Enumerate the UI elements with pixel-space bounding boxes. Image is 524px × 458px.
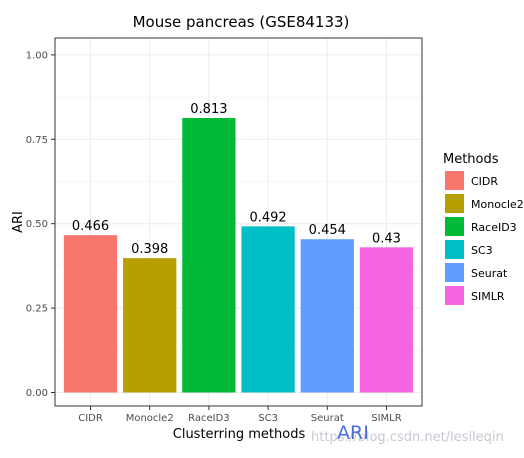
legend: Methods CIDR Monocle2 RaceID3 SC3 Seurat SIML… <box>443 152 524 305</box>
legend-item-label: SC3 <box>471 244 493 257</box>
x-tick-label: Seurat <box>311 413 344 424</box>
y-tick-label: 1.00 <box>26 50 48 61</box>
x-tick-label: Monocle2 <box>126 413 174 424</box>
watermark-url: https://blog.csdn.net/lesileqin <box>311 430 504 445</box>
data-label: 0.466 <box>72 219 109 234</box>
bar-simlr <box>359 247 414 393</box>
y-tick-label: 0.00 <box>26 388 48 399</box>
legend-key-raceid3 <box>445 217 464 236</box>
bars <box>63 118 414 393</box>
legend-item-label: RaceID3 <box>471 221 517 234</box>
legend-key-simlr <box>445 286 464 305</box>
legend-title: Methods <box>443 152 499 167</box>
legend-item-label: Monocle2 <box>471 198 524 211</box>
data-label: 0.454 <box>309 223 346 238</box>
x-axis: CIDR Monocle2 RaceID3 SC3 Seurat SIMLR <box>78 406 402 424</box>
data-label: 0.43 <box>372 231 401 246</box>
y-tick-label: 0.25 <box>26 304 48 315</box>
legend-key-monocle2 <box>445 194 464 213</box>
x-tick-label: SC3 <box>258 413 278 424</box>
plot-panel-border <box>54 37 423 407</box>
legend-key-seurat <box>445 263 464 282</box>
legend-item-label: Seurat <box>471 267 508 280</box>
y-axis: 0.00 0.25 0.50 0.75 1.00 <box>26 50 55 399</box>
bar-sc3 <box>241 226 295 393</box>
data-label: 0.398 <box>131 242 168 257</box>
bar-seurat <box>300 239 354 393</box>
x-tick-label: CIDR <box>78 413 103 424</box>
bar-raceid3 <box>182 118 236 393</box>
legend-item-label: SIMLR <box>471 290 505 303</box>
bar-cidr <box>63 235 118 393</box>
legend-key-sc3 <box>445 240 464 259</box>
legend-item-label: CIDR <box>471 175 498 188</box>
x-tick-label: SIMLR <box>371 413 401 424</box>
data-labels: 0.466 0.398 0.813 0.492 0.454 0.43 <box>72 102 401 257</box>
x-axis-title: Clusterring methods <box>173 427 306 442</box>
data-label: 0.492 <box>249 210 286 225</box>
y-tick-label: 0.50 <box>26 219 48 230</box>
legend-key-cidr <box>445 171 464 190</box>
y-axis-title: ARI <box>11 211 26 233</box>
y-tick-label: 0.75 <box>26 135 48 146</box>
chart-title: Mouse pancreas (GSE84133) <box>133 13 350 31</box>
x-tick-label: RaceID3 <box>188 413 230 424</box>
data-label: 0.813 <box>190 102 227 117</box>
watermark-overlay-text: ARI <box>337 422 369 444</box>
bar-monocle2 <box>123 258 177 393</box>
